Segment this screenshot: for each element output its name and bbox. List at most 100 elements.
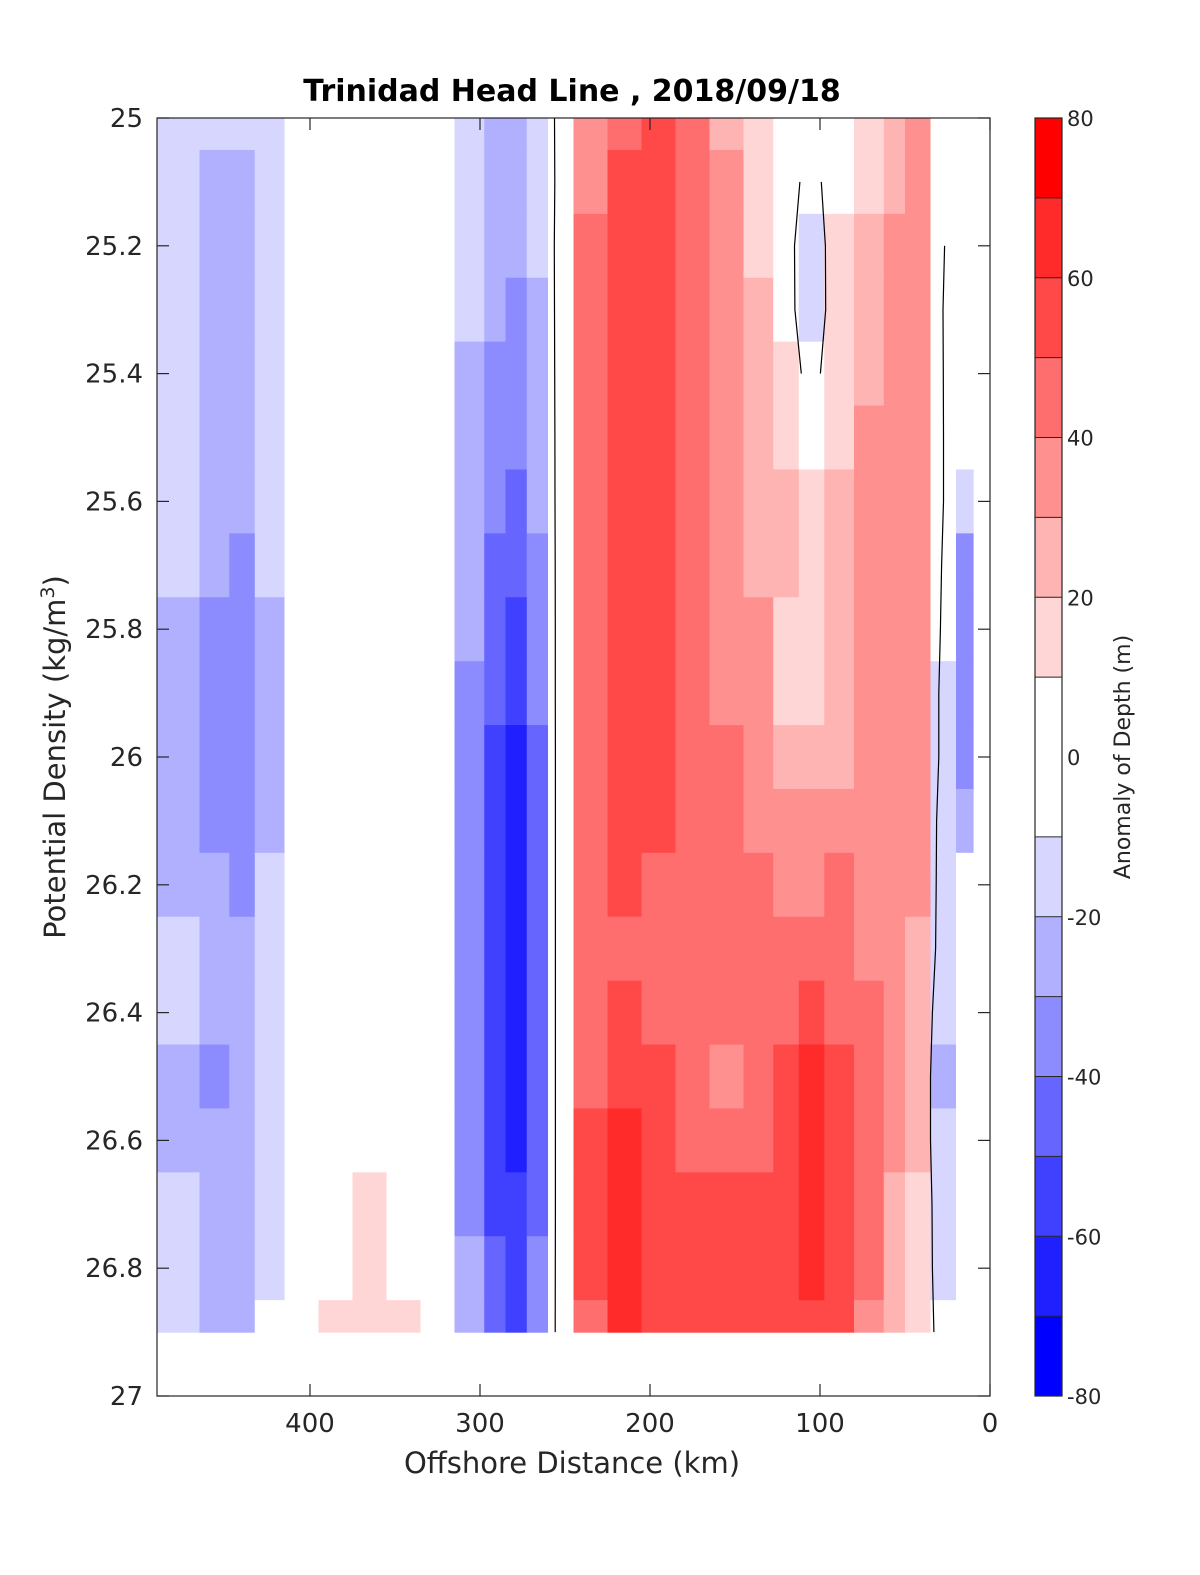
heatmap-cell (199, 1236, 230, 1301)
heatmap-cell (420, 1172, 456, 1237)
heatmap-cell (352, 1236, 388, 1301)
heatmap-cell (318, 277, 354, 343)
heatmap-cell (641, 980, 677, 1046)
heatmap-cell (352, 149, 388, 215)
heatmap-cell (798, 661, 825, 726)
heatmap-cell (484, 469, 507, 534)
heatmap-cell (420, 980, 456, 1046)
y-tick-label: 26.4 (85, 999, 143, 1029)
heatmap-cell (229, 916, 256, 982)
heatmap-cell (352, 213, 388, 279)
heatmap-cell (824, 405, 855, 471)
heatmap-cells (157, 118, 974, 1333)
heatmap-cell (824, 788, 855, 854)
heatmap-cell (318, 405, 354, 471)
heatmap-cell (199, 1108, 230, 1173)
y-tick-label: 27 (110, 1382, 143, 1412)
heatmap-cell (526, 533, 549, 598)
heatmap-cell (548, 118, 575, 151)
heatmap-cell (199, 1044, 230, 1110)
heatmap-cell (641, 1172, 677, 1237)
heatmap-cell (318, 149, 354, 215)
heatmap-cell (824, 118, 855, 151)
heatmap-cell (607, 149, 643, 215)
x-tick-label: 100 (795, 1409, 845, 1439)
heatmap-cell (675, 341, 711, 407)
heatmap-cell (798, 788, 825, 854)
heatmap-cell (675, 1236, 711, 1301)
heatmap-cell (883, 916, 906, 982)
heatmap-cell (454, 916, 485, 982)
heatmap-cell (883, 118, 906, 151)
colorbar-band (1035, 836, 1062, 918)
heatmap-cell (484, 916, 507, 982)
y-tick-label: 25.6 (85, 487, 143, 517)
heatmap-cell (905, 1172, 932, 1237)
heatmap-cell (824, 852, 855, 918)
heatmap-cell (798, 213, 825, 279)
heatmap-cell (505, 725, 528, 790)
heatmap-cell (420, 118, 456, 151)
heatmap-cell (157, 149, 201, 215)
heatmap-cell (386, 597, 422, 662)
heatmap-cell (709, 213, 745, 279)
heatmap-cell (773, 341, 800, 407)
heatmap-cell (284, 1044, 320, 1110)
heatmap-cell (420, 788, 456, 854)
heatmap-cell (956, 725, 974, 790)
heatmap-cell (199, 1172, 230, 1237)
heatmap-cell (254, 277, 286, 343)
heatmap-cell (573, 1172, 609, 1237)
heatmap-cell (824, 1044, 855, 1110)
heatmap-cell (352, 916, 388, 982)
zero-contour (553, 118, 557, 1333)
heatmap-cell (607, 1108, 643, 1173)
heatmap-cell (709, 788, 745, 854)
heatmap-cell (773, 1172, 800, 1237)
heatmap-cell (284, 980, 320, 1046)
heatmap-cell (352, 661, 388, 726)
heatmap-cell (386, 788, 422, 854)
colorbar-band (1035, 677, 1062, 838)
heatmap-cell (956, 469, 974, 534)
heatmap-cell (157, 1300, 201, 1333)
heatmap-cell (505, 1044, 528, 1110)
zero-contour-lines (553, 118, 946, 1333)
heatmap-cell (883, 1108, 906, 1173)
heatmap-cell (675, 1044, 711, 1110)
heatmap-cell (854, 1172, 885, 1237)
heatmap-cell (484, 1236, 507, 1301)
heatmap-cell (352, 1172, 388, 1237)
heatmap-cell (454, 661, 485, 726)
colorbar-band (1035, 197, 1062, 279)
heatmap-cell (743, 788, 774, 854)
heatmap-cell (573, 1300, 609, 1333)
heatmap-cell (199, 118, 230, 151)
heatmap-cell (454, 341, 485, 407)
heatmap-cell (854, 661, 885, 726)
heatmap-cell (573, 916, 609, 982)
colorbar-band (1035, 357, 1062, 438)
heatmap-cell (254, 1236, 286, 1301)
y-tick-label: 26.6 (85, 1126, 143, 1156)
colorbar-band (1035, 597, 1062, 678)
heatmap-cell (420, 852, 456, 918)
heatmap-cell (956, 149, 974, 215)
heatmap-cell (773, 597, 800, 662)
heatmap-cell (773, 1108, 800, 1173)
heatmap-cell (930, 597, 957, 662)
heatmap-cell (854, 341, 885, 407)
heatmap-cell (743, 1044, 774, 1110)
heatmap-cell (318, 341, 354, 407)
heatmap-cell (229, 1236, 256, 1301)
heatmap-cell (956, 1236, 974, 1301)
heatmap-cell (548, 852, 575, 918)
heatmap-cell (484, 213, 507, 279)
heatmap-cell (386, 341, 422, 407)
heatmap-cell (905, 341, 932, 407)
heatmap-cell (773, 213, 800, 279)
heatmap-cell (824, 1300, 855, 1333)
heatmap-cell (854, 980, 885, 1046)
heatmap-cell (798, 1172, 825, 1237)
heatmap-cell (484, 341, 507, 407)
